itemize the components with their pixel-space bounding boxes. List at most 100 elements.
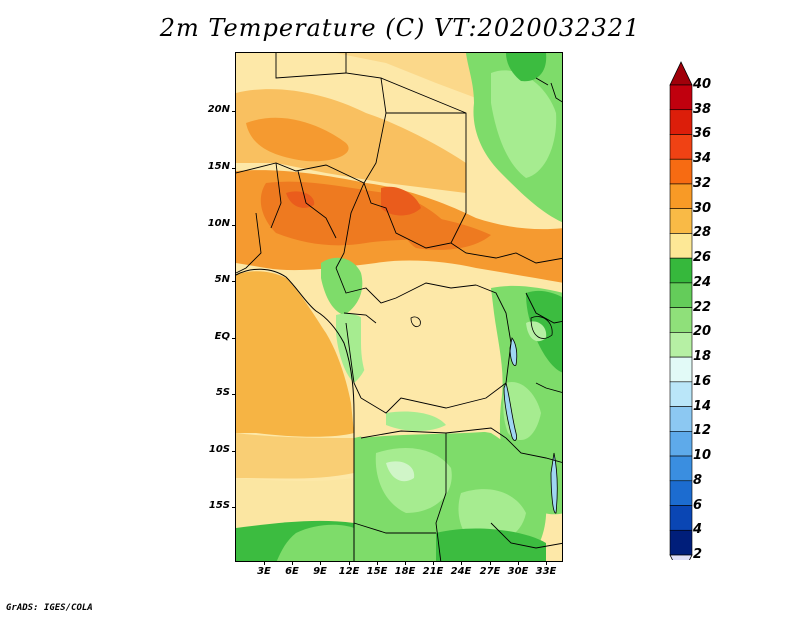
colorbar-level-label: 16 [693, 373, 712, 389]
lake-albert [510, 338, 517, 366]
latitude-label: 15N [207, 161, 230, 172]
colorbar-segment [669, 208, 693, 234]
colorbar-segment [669, 158, 693, 185]
colorbar-level-label: 34 [693, 151, 712, 167]
latitude-label: 20N [207, 104, 230, 115]
longitude-tick [405, 561, 406, 565]
colorbar-segment [669, 381, 693, 407]
latitude-tick [232, 111, 236, 112]
colorbar-segment [669, 109, 693, 135]
latitude-tick [232, 338, 236, 339]
ne-highlands-dark [506, 53, 547, 82]
latitude-tick [232, 394, 236, 395]
cameroon-green [321, 257, 363, 315]
longitude-tick [264, 561, 265, 565]
latitude-label: 10N [207, 218, 230, 229]
colorbar-level-label: 36 [693, 126, 712, 142]
longitude-label: 33E [535, 566, 557, 577]
colorbar-segment [669, 356, 693, 383]
ocean-warm [236, 271, 354, 437]
colorbar-segment [669, 282, 693, 308]
longitude-label: 27E [479, 566, 501, 577]
colorbar-level-label: 24 [693, 274, 712, 290]
sahara-hot-band [236, 89, 466, 193]
latitude-tick [232, 507, 236, 508]
colorbar-level-label: 28 [693, 225, 712, 241]
latitude-tick [232, 281, 236, 282]
ocean-cool [236, 478, 354, 528]
coastline [236, 268, 355, 561]
colorbar-level-label: 32 [693, 175, 712, 191]
lake-victoria-cool [526, 321, 547, 342]
map-title: 2m Temperature (C) VT:2020032321 [159, 14, 641, 42]
longitude-tick [490, 561, 491, 565]
longitude-label: 30E [507, 566, 529, 577]
colorbar-level-label: 26 [693, 250, 712, 266]
latitude-tick [232, 168, 236, 169]
latitude-label: EQ [214, 331, 230, 342]
colorbar-top-arrow [669, 61, 693, 86]
colorbar-level-label: 30 [693, 200, 712, 216]
colorbar-level-label: 4 [693, 522, 703, 538]
colorbar-segment [669, 455, 693, 482]
longitude-label: 18E [394, 566, 416, 577]
colorbar-level-label: 14 [693, 398, 712, 414]
longitude-tick [546, 561, 547, 565]
colorbar-level-label: 38 [693, 101, 712, 117]
longitude-label: 9E [313, 566, 327, 577]
longitude-label: 21E [422, 566, 444, 577]
longitude-tick [433, 561, 434, 565]
longitude-tick [461, 561, 462, 565]
colorbar-segment [669, 332, 693, 358]
south-dark [436, 528, 546, 561]
colorbar-level-label: 8 [693, 472, 703, 488]
colorbar-segment [669, 307, 693, 333]
congo-basin [361, 291, 511, 410]
country-borders [236, 53, 562, 561]
lake-outlines [410, 316, 558, 514]
sahel-hottest [381, 186, 421, 216]
colorbar-level-label: 18 [693, 349, 712, 365]
longitude-label: 6E [285, 566, 299, 577]
colorbar-bottom-arrow [669, 554, 693, 560]
latitude-label: 5S [215, 387, 230, 398]
longitude-label: 24E [450, 566, 472, 577]
longitude-tick [320, 561, 321, 565]
latitude-label: 5N [214, 274, 230, 285]
ocean-mid [236, 433, 354, 479]
sahel-very-hot-east [404, 213, 491, 250]
longitude-label: 3E [257, 566, 271, 577]
ocean-green-light [276, 524, 354, 561]
colorbar-level-label: 22 [693, 299, 712, 315]
colorbar-segment [669, 529, 693, 556]
colorbar-level-label: 40 [693, 77, 712, 92]
colorbar-segment [669, 134, 693, 160]
longitude-tick [349, 561, 350, 565]
map-panel [235, 52, 563, 562]
credit-text: GrADS: IGES/COLA [6, 603, 93, 613]
colorbar-segment [669, 257, 693, 284]
colorbar-level-label: 2 [693, 547, 703, 562]
lake-tanganyika [504, 383, 517, 441]
colorbar-segment [669, 84, 693, 111]
congo-south-green [386, 411, 446, 431]
sahara-hot-orange [246, 117, 349, 162]
colorbar-segment [669, 505, 693, 531]
latitude-label: 10S [208, 444, 230, 455]
latitude-label: 15S [208, 500, 230, 511]
colorbar-segment [669, 406, 693, 432]
colorbar [669, 61, 693, 560]
latitude-tick [232, 451, 236, 452]
angola-cool [386, 461, 415, 482]
longitude-tick [518, 561, 519, 565]
longitude-tick [292, 561, 293, 565]
latitude-tick [232, 225, 236, 226]
colorbar-segment [669, 431, 693, 457]
colorbar-level-label: 20 [693, 324, 712, 340]
longitude-tick [377, 561, 378, 565]
colorbar-level-label: 6 [693, 497, 703, 513]
temperature-map [236, 53, 562, 561]
longitude-label: 15E [366, 566, 388, 577]
longitude-label: 12E [338, 566, 360, 577]
ne-highlands-light [491, 70, 557, 178]
